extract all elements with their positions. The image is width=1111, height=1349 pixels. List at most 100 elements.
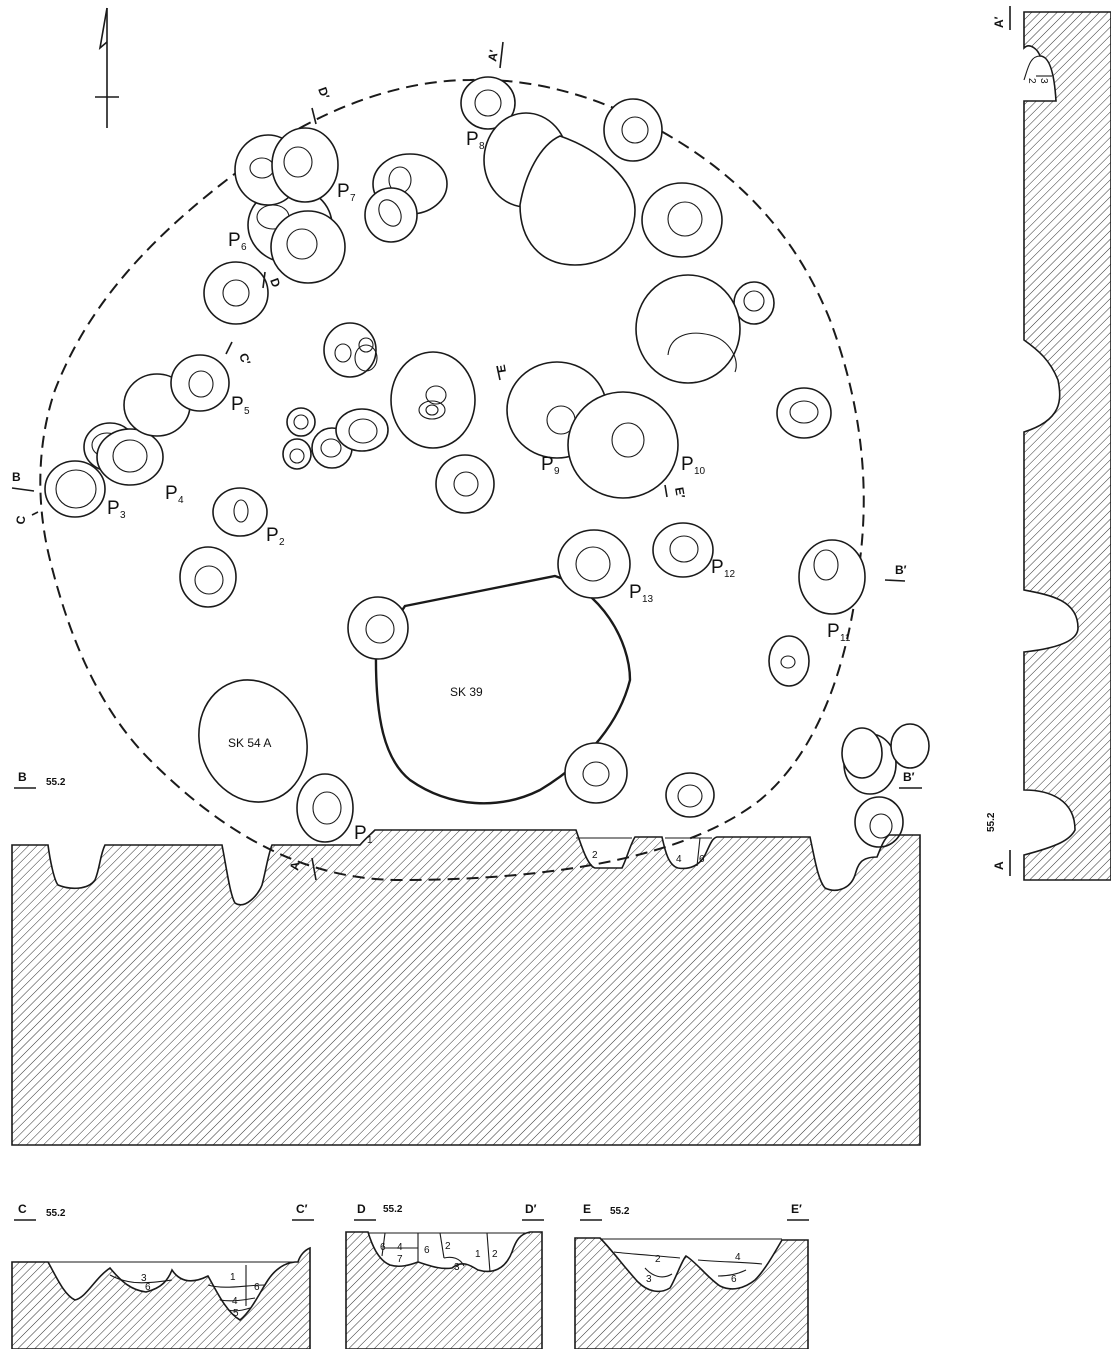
svg-text:13: 13	[642, 594, 654, 605]
sk39-label: SK 39	[450, 685, 483, 699]
section-ee-layer: 3	[646, 1274, 652, 1285]
section-cc-layer: 3	[141, 1273, 147, 1284]
pit	[635, 274, 741, 384]
post-label-p10: P 10	[681, 454, 706, 477]
svg-text:P: P	[231, 394, 244, 415]
pit	[286, 407, 316, 437]
svg-text:P: P	[827, 621, 840, 642]
section-dd-layer: 6	[380, 1242, 386, 1253]
marker-e-prime: E′	[672, 486, 688, 499]
section-dd-start-label: D	[357, 1202, 366, 1216]
section-aa-elevation: 55.2	[986, 812, 997, 832]
section-cc-layer: 6	[145, 1282, 151, 1293]
pit	[733, 281, 775, 325]
section-cc-layer: 4	[232, 1296, 238, 1307]
section-dd-layer: 4	[397, 1242, 403, 1253]
svg-text:P: P	[466, 129, 479, 150]
svg-text:P: P	[629, 582, 642, 603]
section-ee-start-label: E	[583, 1202, 591, 1216]
pit	[603, 98, 663, 162]
svg-text:9: 9	[554, 466, 560, 477]
post-p4	[83, 422, 164, 486]
section-bb-end-label: B′	[903, 770, 915, 784]
post-label-p13: P 13	[629, 582, 654, 605]
pit	[483, 112, 636, 266]
section-dd-end-label: D′	[525, 1202, 537, 1216]
section-cc-layer: 5	[233, 1308, 239, 1319]
pit	[179, 546, 237, 608]
section-bb-layer: 2	[592, 850, 598, 861]
post-p6	[247, 186, 346, 284]
section-ee-layer: 4	[735, 1252, 741, 1263]
pit	[323, 322, 378, 378]
section-ee: 2 3 4 6 E 55.2 E′	[574, 1202, 809, 1349]
site-plan: SK 39 SK 54 A P1 P2 P3 P4 P5 P6 P7 P8 P9…	[11, 7, 930, 882]
svg-text:7: 7	[350, 193, 356, 204]
svg-text:10: 10	[694, 466, 706, 477]
marker-c: C	[13, 514, 28, 525]
svg-text:12: 12	[724, 569, 736, 580]
pit	[435, 454, 495, 514]
section-cc-end-label: C′	[296, 1202, 308, 1216]
section-aa-start-label: A	[992, 861, 1006, 870]
pit	[768, 635, 810, 687]
marker-d: D	[267, 276, 283, 289]
pit	[364, 153, 448, 243]
post-label-p11: P 11	[827, 621, 851, 644]
post-p7	[234, 127, 339, 206]
svg-text:2: 2	[279, 537, 285, 548]
svg-text:P: P	[681, 454, 694, 475]
post-p5	[123, 354, 230, 437]
svg-text:P: P	[711, 557, 724, 578]
section-bb: 2 4 6 B 55.2 B′	[11, 770, 922, 1146]
svg-text:6: 6	[241, 242, 247, 253]
section-ee-layer: 2	[655, 1254, 661, 1265]
svg-text:P: P	[541, 454, 554, 475]
section-cc-elevation: 55.2	[46, 1208, 66, 1219]
marker-a-prime: A′	[485, 49, 501, 63]
section-dd-layer: 6	[424, 1245, 430, 1256]
pit	[776, 387, 832, 439]
post-p1	[296, 773, 354, 843]
section-aa-layer-3: 3	[1038, 78, 1049, 84]
pit	[347, 596, 409, 660]
marker-b: B	[12, 470, 21, 484]
section-ee-end-label: E′	[791, 1202, 802, 1216]
section-bb-elevation: 55.2	[46, 777, 66, 788]
structure-outline	[39, 78, 865, 882]
section-dd: 6 4 7 6 2 3 1 2 D 55.2 D′	[345, 1202, 544, 1349]
svg-text:P: P	[337, 181, 350, 202]
post-p3	[44, 460, 106, 518]
section-aa-layer-2: 2	[1026, 78, 1037, 84]
svg-text:4: 4	[178, 495, 184, 506]
section-dd-layer: 2	[492, 1249, 498, 1260]
section-bb-layer: 4	[676, 854, 682, 865]
pit	[390, 351, 476, 449]
marker-c-prime: C′	[236, 351, 253, 367]
post-p10	[567, 391, 679, 499]
svg-text:P: P	[228, 230, 241, 251]
section-aa: 2 3 A′ A 55.2	[986, 6, 1111, 881]
pit	[203, 261, 269, 325]
section-cc-start-label: C	[18, 1202, 27, 1216]
svg-text:3: 3	[120, 510, 126, 521]
north-arrow-icon	[95, 7, 119, 128]
section-cc-layer: 6	[254, 1282, 260, 1293]
post-p12	[652, 522, 714, 578]
section-bb-start-label: B	[18, 770, 27, 784]
post-p2	[212, 487, 268, 537]
section-dd-layer: 2	[445, 1241, 451, 1252]
post-p13	[557, 529, 631, 599]
pit	[564, 742, 628, 804]
section-dd-elevation: 55.2	[383, 1204, 403, 1215]
section-aa-end-label: A′	[992, 16, 1006, 28]
section-cc: 3 6 1 6 4 5 C 55.2 C′	[11, 1202, 314, 1349]
